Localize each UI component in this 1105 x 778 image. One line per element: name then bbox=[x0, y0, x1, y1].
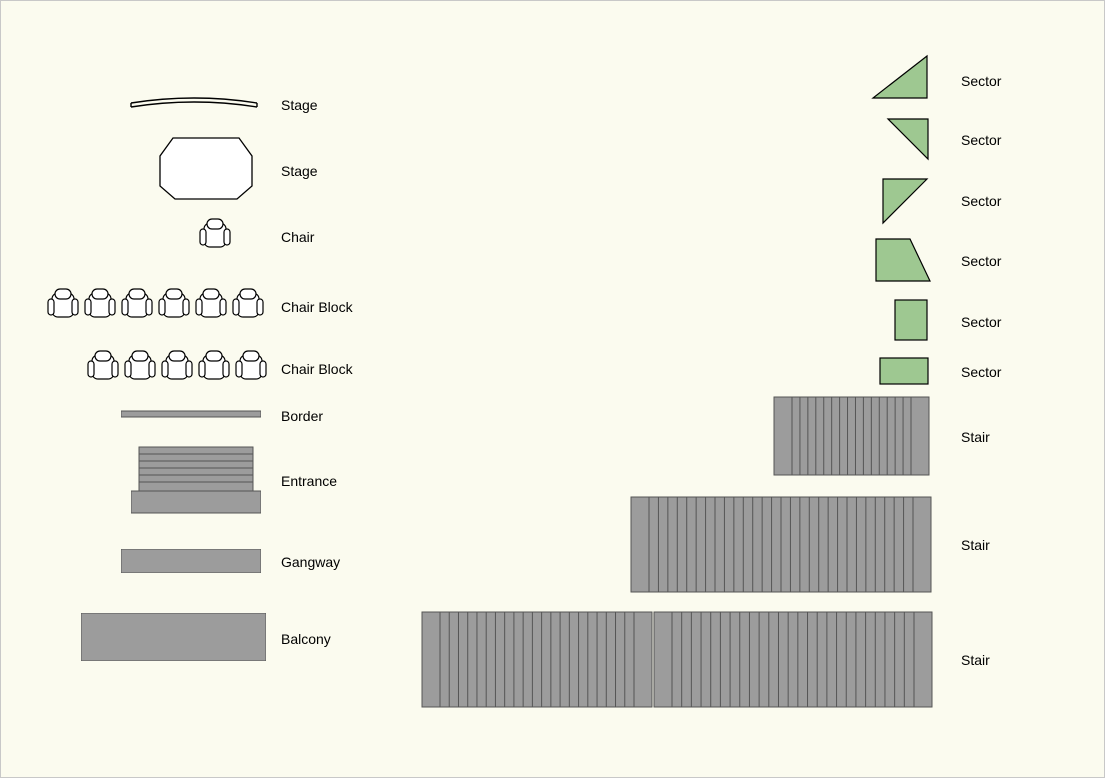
stair3-label: Stair bbox=[961, 652, 990, 668]
sector1-icon bbox=[871, 54, 929, 100]
sector2-label: Sector bbox=[961, 132, 1001, 148]
sector6-icon bbox=[879, 357, 929, 385]
sector5-label: Sector bbox=[961, 314, 1001, 330]
stage2-label: Stage bbox=[281, 163, 318, 179]
stair2-icon bbox=[630, 496, 932, 593]
sector4-icon bbox=[874, 237, 932, 283]
gangway-icon bbox=[121, 549, 261, 573]
sector3-icon bbox=[881, 177, 929, 225]
balcony-label: Balcony bbox=[281, 631, 331, 647]
stair1-icon bbox=[773, 396, 930, 476]
chairblock2-label: Chair Block bbox=[281, 361, 353, 377]
sector1-label: Sector bbox=[961, 73, 1001, 89]
stair3a-icon bbox=[421, 611, 653, 708]
stage1-label: Stage bbox=[281, 97, 318, 113]
chair-label: Chair bbox=[281, 229, 314, 245]
balcony-icon bbox=[81, 613, 266, 661]
sector3-label: Sector bbox=[961, 193, 1001, 209]
stair2-label: Stair bbox=[961, 537, 990, 553]
chair-icon bbox=[199, 217, 231, 253]
chair-block-5-icon bbox=[87, 349, 272, 385]
stair3b-icon bbox=[653, 611, 933, 708]
sector6-label: Sector bbox=[961, 364, 1001, 380]
sector4-label: Sector bbox=[961, 253, 1001, 269]
diagram-canvas: Stage Stage Chair Chair Block bbox=[0, 0, 1105, 778]
gangway-label: Gangway bbox=[281, 554, 340, 570]
sector2-icon bbox=[886, 117, 930, 161]
chair-block-6-icon bbox=[47, 287, 269, 323]
stage-polygon-icon bbox=[159, 136, 253, 202]
entrance-icon bbox=[131, 445, 261, 515]
stair1-label: Stair bbox=[961, 429, 990, 445]
chairblock1-label: Chair Block bbox=[281, 299, 353, 315]
border-icon bbox=[121, 410, 261, 418]
stage-curved-icon bbox=[129, 89, 259, 111]
border-label: Border bbox=[281, 408, 323, 424]
entrance-label: Entrance bbox=[281, 473, 337, 489]
sector5-icon bbox=[894, 299, 928, 341]
